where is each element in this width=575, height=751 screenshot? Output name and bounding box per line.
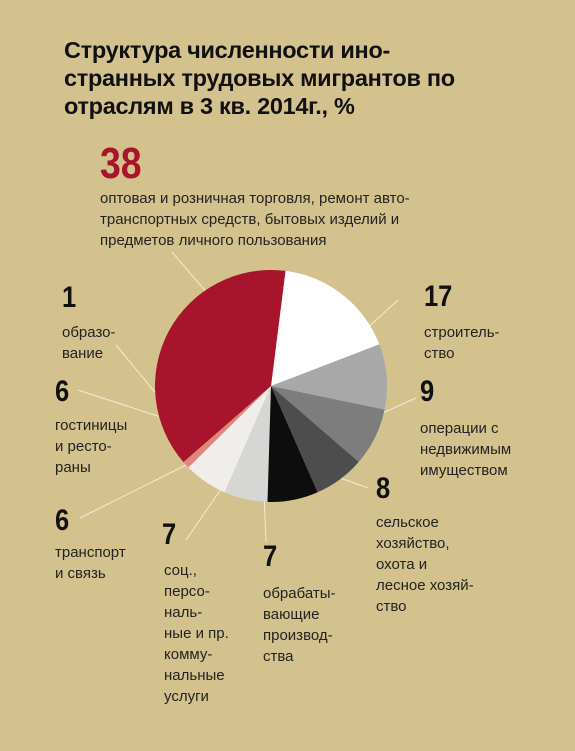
slice-category-label-line: ные и пр. [164, 625, 229, 642]
pie-slice [267, 386, 318, 503]
slice-category-label-line: производ- [263, 627, 333, 644]
slice-category-label: операции с недвижимым имуществом [420, 418, 511, 481]
slice-category-label-line: персо- [164, 583, 210, 600]
slice-category-label: транспорт и связь [55, 542, 126, 584]
slice-category-label-line: операции с [420, 420, 499, 437]
slice-category-label-line: образо- [62, 324, 116, 341]
slice-category-label-line: охота и [376, 556, 428, 573]
slice-category-label: строитель-ство [424, 322, 500, 364]
slice-category-label-line: транспорт [55, 544, 126, 561]
slice-category-label-line: лесное хозяй- [376, 577, 474, 594]
leader-line [115, 344, 159, 397]
slice-category-label: обрабаты-вающие производ-ства [263, 583, 336, 667]
slice-category-label-line: соц., [164, 562, 197, 579]
slice-value-label: 7 [162, 518, 177, 551]
slice-category-label: сельское хозяйство, охота и лесное хозяй-ст… [376, 512, 474, 617]
pie-slice [188, 386, 271, 493]
pie-slice [271, 344, 388, 410]
pie-slices [154, 270, 388, 503]
slice-category-label-line: ство [376, 598, 407, 615]
slice-value-label: 6 [55, 504, 70, 537]
slice-value-label: 6 [55, 375, 70, 408]
slice-category-label-line: оптовая и розничная торговля, ремонт авт… [100, 190, 410, 207]
slice-value-label: 38 [100, 139, 142, 188]
slice-value-label: 1 [62, 281, 77, 314]
slice-category-label-line: транспортных средств, бытовых изделий и [100, 211, 400, 228]
slice-category-label-line: сельское [376, 514, 439, 531]
slice-category-label: образо-вание [62, 322, 116, 364]
slice-category-label-line: ства [263, 648, 294, 665]
slice-category-label: соц., персо-наль-ные и пр. комму-нальные ус… [164, 560, 229, 707]
slice-category-label-line: вание [62, 345, 104, 362]
slice-category-label: оптовая и розничная торговля, ремонт авт… [100, 188, 410, 251]
slice-category-label: гостиницы и ресто-раны [55, 415, 127, 478]
pie-slice [271, 386, 385, 462]
slice-value-label: 8 [376, 472, 391, 505]
chart-title: Структура численности ино- странных труд… [64, 36, 504, 120]
slice-category-label-line: недвижимым [420, 441, 512, 458]
pie-slice [154, 270, 286, 463]
leader-line [77, 389, 171, 421]
slice-category-label-line: вающие [263, 606, 320, 623]
title-line: Структура численности ино- [64, 37, 391, 63]
slice-category-label-line: предметов личного пользования [100, 232, 327, 249]
slice-value-label: 17 [424, 280, 453, 313]
slice-category-label-line: комму- [164, 646, 213, 663]
title-line: странных трудовых мигрантов по [64, 65, 455, 91]
slice-category-label-line: нальные [164, 667, 225, 684]
pie-slice [271, 386, 359, 493]
slice-category-label-line: услуги [164, 688, 209, 705]
slice-category-label-line: обрабаты- [263, 585, 336, 602]
slice-category-label-line: раны [55, 459, 91, 476]
slice-category-label-line: ство [424, 345, 455, 362]
pie-slice [224, 386, 271, 502]
slice-category-label-line: и связь [55, 565, 106, 582]
slice-value-label: 9 [420, 375, 435, 408]
slice-category-label-line: строитель- [424, 324, 500, 341]
slice-category-label-line: наль- [164, 604, 203, 621]
leader-lines [77, 251, 417, 543]
leader-line [79, 459, 197, 519]
slice-category-label-line: гостиницы [55, 417, 128, 434]
pie-slice [183, 386, 271, 468]
slice-category-label-line: хозяйство, [376, 535, 450, 552]
title-line: отраслям в 3 кв. 2014г., % [64, 93, 355, 119]
slice-category-label-line: имуществом [420, 462, 508, 479]
pie-slice [271, 270, 380, 386]
slice-value-label: 7 [263, 540, 278, 573]
slice-category-label-line: и ресто- [55, 438, 112, 455]
